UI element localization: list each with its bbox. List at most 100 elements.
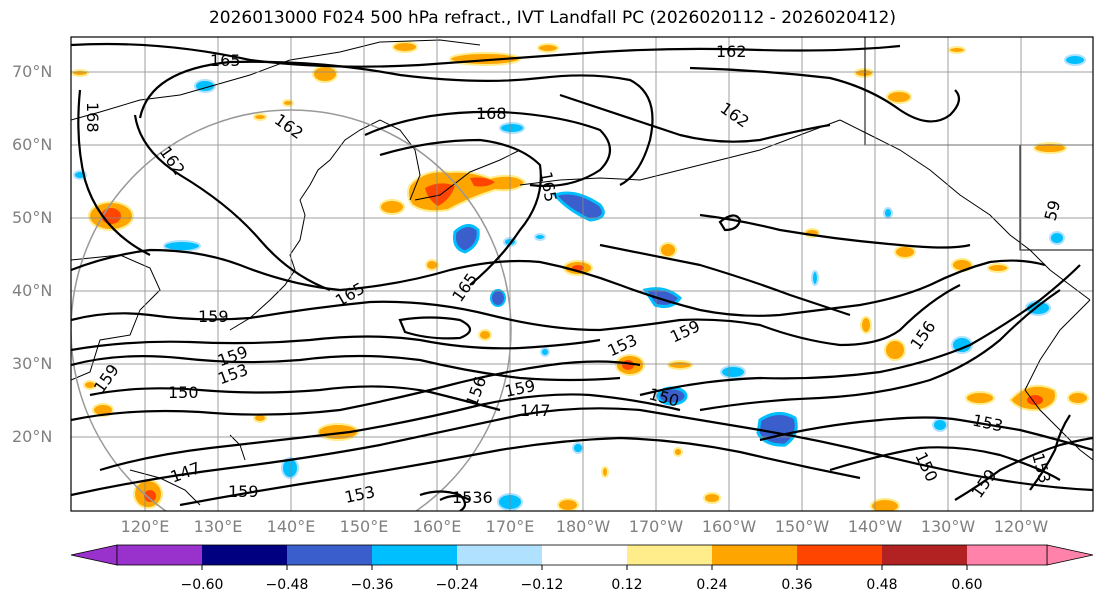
anomaly-patch: [392, 41, 418, 53]
colorbar-bin: [372, 545, 457, 565]
colorbar-bin: [542, 545, 627, 565]
colorbar-bin: [967, 545, 1047, 565]
longitude-label: 180°W: [555, 517, 611, 536]
coastline-siberia: [71, 39, 481, 121]
contour-line: [138, 60, 654, 186]
anomaly-patch: [870, 498, 900, 511]
colorbar-outline: [116, 544, 1048, 566]
contour-label: 168: [83, 102, 102, 133]
colorbar-tick-label: 0.24: [696, 577, 728, 593]
plot-title: 2026013000 F024 500 hPa refract., IVT La…: [208, 8, 896, 28]
anomaly-patch: [453, 224, 480, 254]
contour-label: 1536: [452, 488, 493, 507]
contour-label: 150: [168, 383, 199, 402]
anomaly-patch: [83, 380, 97, 390]
contour-line: [364, 110, 612, 188]
anomaly-patch: [987, 263, 1009, 273]
colorbar-bin: [882, 545, 967, 565]
contour-label: 147: [520, 401, 551, 420]
colorbar-tick-label: −0.60: [180, 577, 224, 593]
coastline-aleutians: [519, 119, 841, 186]
coastlines: [71, 37, 1093, 506]
anomaly-patch: [860, 316, 872, 334]
anomaly-patch: [470, 177, 495, 187]
coastline-japan: [229, 199, 306, 331]
contour-label: 162: [716, 42, 747, 61]
colorbar-bin: [457, 545, 542, 565]
colorbar-extend-high: [1046, 544, 1094, 566]
colorbar-tick-label: −0.24: [435, 577, 479, 593]
colorbar-tick-label: −0.48: [265, 577, 309, 593]
map-frame: [70, 36, 1094, 512]
colorbar-bin: [797, 545, 882, 565]
anomaly-patch: [854, 68, 874, 78]
anomaly-patch: [1064, 54, 1086, 66]
contour-line: [71, 248, 1046, 317]
colorbar-extend-low: [70, 544, 118, 566]
anomaly-patch: [720, 365, 746, 379]
contour-line: [71, 407, 1093, 497]
colorbar-bin: [117, 545, 202, 565]
colorbar-tick-label: 0.48: [866, 577, 898, 593]
contour-line: [699, 289, 1061, 412]
contour-line: [77, 89, 151, 256]
colorbar: [70, 544, 1094, 570]
contour-label: 165: [210, 51, 241, 70]
anomaly-patch: [101, 208, 121, 224]
anomaly-patch: [379, 199, 405, 215]
anomaly-patch: [253, 113, 267, 121]
anomaly-patch: [673, 447, 683, 457]
anomaly-patch: [534, 233, 546, 241]
anomaly-patch: [572, 442, 584, 454]
contour-line: [599, 243, 851, 317]
contour-line: [559, 93, 831, 143]
anomaly-patch: [92, 403, 114, 417]
anomaly-patch: [281, 457, 299, 479]
latitude-label: 70°N: [12, 62, 53, 81]
contour-line: [99, 393, 681, 472]
anomaly-patch: [622, 360, 634, 370]
contour-label: 59: [1041, 198, 1065, 223]
longitude-label: 150°E: [339, 517, 389, 536]
longitude-label: 170°E: [485, 517, 535, 536]
contour-label: 168: [476, 104, 507, 123]
anomaly-patch: [552, 191, 605, 222]
contour-line: [759, 416, 1093, 452]
contour-line: [954, 436, 1093, 501]
contour-line: [71, 360, 641, 422]
longitude-label: 170°W: [628, 517, 684, 536]
latitude-label: 60°N: [12, 135, 53, 154]
contour-line: [398, 316, 472, 340]
anomaly-patch: [601, 466, 609, 478]
coastline-china: [71, 254, 161, 381]
colorbar-tick-label: 0.60: [951, 577, 983, 593]
contour-line: [379, 138, 542, 286]
longitude-label: 120°E: [120, 517, 170, 536]
colorbar-bin: [712, 545, 797, 565]
contour-line: [71, 284, 961, 347]
anomaly-patch: [811, 270, 819, 286]
colorbar-bin: [202, 545, 287, 565]
colorbar-tick-label: 0.12: [611, 577, 643, 593]
anomaly-patch: [557, 498, 579, 511]
latitude-label: 30°N: [12, 354, 53, 373]
contour-line: [689, 66, 961, 123]
anomaly-patch: [948, 46, 966, 54]
anomaly-patch: [883, 207, 893, 219]
contour-label: 159: [198, 307, 229, 326]
contour-line: [639, 264, 1081, 397]
anomaly-patch: [884, 339, 906, 361]
colorbar-tick-label: −0.12: [520, 577, 564, 593]
anomaly-patch: [478, 329, 492, 341]
contour-line: [71, 335, 601, 352]
contour-line: [133, 114, 331, 292]
anomaly-patch: [312, 65, 338, 83]
anomaly-patch: [317, 423, 359, 441]
longitude-label: 140°E: [266, 517, 316, 536]
height-contours: [71, 42, 1093, 511]
anomaly-patch: [703, 492, 721, 504]
latitude-label: 50°N: [12, 208, 53, 227]
anomaly-patch: [425, 259, 439, 271]
contour-line: [71, 42, 901, 68]
border-canada-usa: [1019, 145, 1093, 251]
